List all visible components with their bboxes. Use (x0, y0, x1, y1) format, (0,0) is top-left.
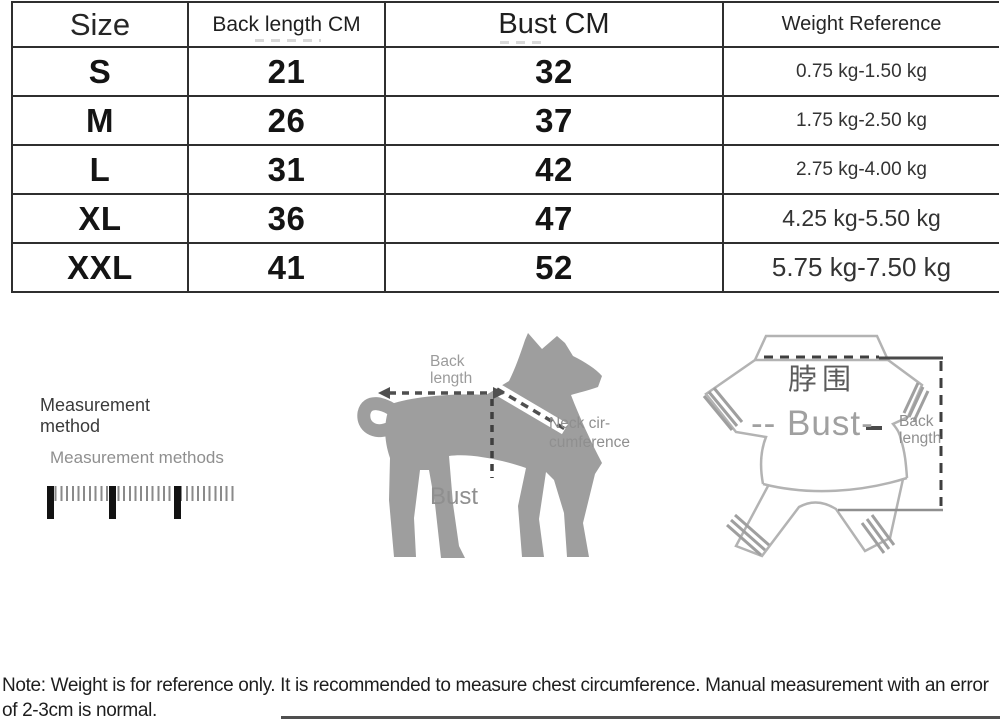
scan-artifact (500, 41, 548, 44)
table-row: XL 36 47 4.25 kg-5.50 kg (11, 193, 999, 244)
weight-cell: 1.75 kg-2.50 kg (722, 95, 999, 146)
garment-legs (734, 478, 905, 558)
ruler-bar (174, 486, 181, 519)
dog-bust-label: Bust (430, 483, 479, 510)
ruler-bar (47, 486, 54, 519)
garment-bust-label: -- Bust- (751, 404, 874, 443)
back-length-cell: 21 (187, 46, 386, 97)
bust-cell: 47 (384, 193, 724, 244)
garment-right-side (887, 358, 924, 479)
back-length-cell: 36 (187, 193, 386, 244)
dog-tail (357, 397, 404, 438)
table-header-row: Size Back length CM Bust CM Weight Refer… (11, 1, 999, 48)
dog-back-length-label: Back length (430, 353, 473, 387)
table-row: M 26 37 1.75 kg-2.50 kg (11, 95, 999, 146)
arrow-right-icon (493, 387, 505, 399)
ruler-ticks (49, 486, 237, 501)
garment-left-side (704, 358, 768, 485)
cuff-stripes (702, 382, 930, 557)
table-row: XXL 41 52 5.75 kg-7.50 kg (11, 242, 999, 293)
dog-neck-circumference-label: Neck cir-cumference (549, 415, 630, 451)
bottom-divider (281, 716, 1000, 719)
garment-hem (762, 476, 908, 493)
table-row: S 21 32 0.75 kg-1.50 kg (11, 46, 999, 97)
weight-cell: 5.75 kg-7.50 kg (722, 242, 999, 293)
column-header-weight: Weight Reference (722, 1, 999, 48)
bust-cell: 37 (384, 95, 724, 146)
garment-neck-label-cn: 脖围 (788, 364, 857, 396)
arrow-left-icon (378, 387, 390, 399)
measurement-method-heading: Measurement method (40, 395, 151, 436)
size-cell: S (11, 46, 189, 97)
bust-cell: 52 (384, 242, 724, 293)
back-length-cell: 41 (187, 242, 386, 293)
ruler-bar (109, 486, 116, 519)
weight-cell: 0.75 kg-1.50 kg (722, 46, 999, 97)
scan-artifact (255, 39, 321, 42)
dog-body (385, 333, 602, 558)
table-row: L 31 42 2.75 kg-4.00 kg (11, 144, 999, 195)
size-cell: M (11, 95, 189, 146)
size-cell: L (11, 144, 189, 195)
size-cell: XL (11, 193, 189, 244)
size-table: Size Back length CM Bust CM Weight Refer… (11, 1, 999, 293)
ruler-icon (47, 486, 239, 519)
bust-cell: 32 (384, 46, 724, 97)
note-text: Note: Weight is for reference only. It i… (2, 675, 989, 721)
neck-band (493, 383, 569, 435)
weight-cell: 4.25 kg-5.50 kg (722, 193, 999, 244)
column-header-size: Size (11, 1, 189, 48)
bust-cell: 42 (384, 144, 724, 195)
size-cell: XXL (11, 242, 189, 293)
dog-silhouette-icon (357, 333, 602, 558)
back-length-cell: 31 (187, 144, 386, 195)
measurement-methods-caption: Measurement methods (50, 448, 224, 467)
garment-back-length-label: Back length (899, 413, 942, 447)
back-length-cell: 26 (187, 95, 386, 146)
column-header-bust: Bust CM (384, 1, 724, 48)
weight-cell: 2.75 kg-4.00 kg (722, 144, 999, 195)
garment-outline-icon (702, 334, 943, 558)
